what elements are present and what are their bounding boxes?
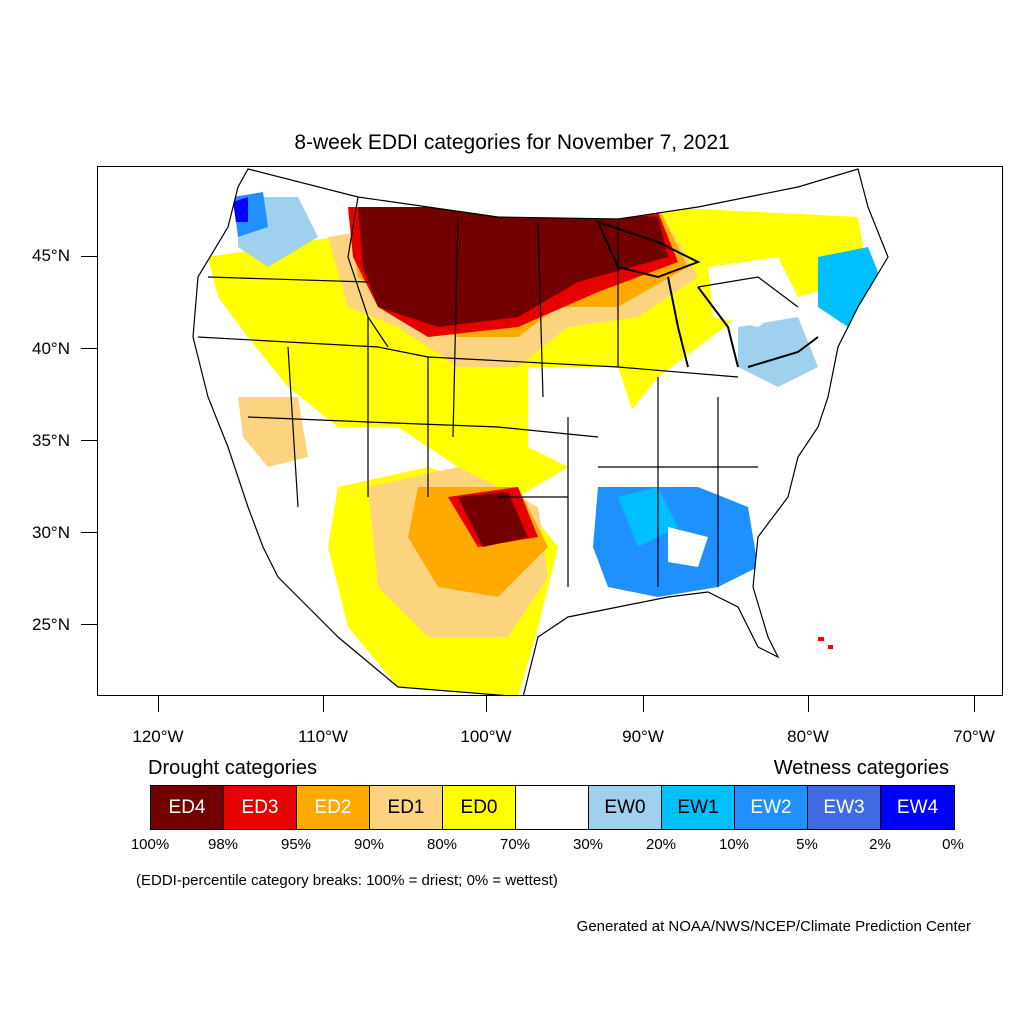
- tick: [81, 440, 97, 441]
- tick: [486, 696, 487, 712]
- legend-ed2: ED2: [297, 786, 370, 829]
- tick: [808, 696, 809, 712]
- lon-label-80: 80°W: [787, 727, 829, 746]
- tick: [81, 624, 97, 625]
- percentile-break-label: 100%: [130, 836, 170, 853]
- lon-label-100: 100°W: [460, 727, 512, 746]
- legend-ed4: ED4: [151, 786, 224, 829]
- lon-label-90: 90°W: [622, 727, 664, 746]
- percentile-break-label: 80%: [426, 836, 458, 853]
- legend-ew4: EW4: [881, 786, 954, 829]
- tick: [81, 256, 97, 257]
- tick: [974, 696, 975, 712]
- eddi-regions: [193, 169, 888, 695]
- percentile-break-label: 2%: [869, 836, 891, 853]
- legend-ed3: ED3: [224, 786, 297, 829]
- percentile-break-label: 30%: [572, 836, 604, 853]
- lon-label-70: 70°W: [953, 727, 995, 746]
- lat-label-45: 45°N: [32, 246, 70, 265]
- wetness-heading: Wetness categories: [773, 757, 949, 779]
- tick: [158, 696, 159, 712]
- tick: [323, 696, 324, 712]
- lon-label-110: 110°W: [298, 727, 348, 746]
- legend-ew2: EW2: [735, 786, 808, 829]
- percentile-break-label: 90%: [353, 836, 385, 853]
- legend-ew1: EW1: [662, 786, 735, 829]
- lat-label-30: 30°N: [32, 523, 70, 542]
- eddi-map: [97, 166, 1003, 696]
- lat-label-35: 35°N: [32, 431, 70, 450]
- map-canvas: [192, 168, 889, 695]
- percentile-break-label: 20%: [645, 836, 677, 853]
- lon-label-120: 120°W: [132, 727, 184, 746]
- legend-ew3: EW3: [808, 786, 881, 829]
- tick: [81, 532, 97, 533]
- legend-ed0: ED0: [443, 786, 516, 829]
- state-boundaries: [192, 168, 889, 695]
- bahamas-cuba: [818, 637, 833, 649]
- legend-neutral: [516, 786, 589, 829]
- legend-ed1: ED1: [370, 786, 443, 829]
- percentile-break-label: 5%: [796, 836, 818, 853]
- legend-ew0: EW0: [589, 786, 662, 829]
- percentile-break-label: 95%: [280, 836, 312, 853]
- legend-colorbar: ED4 ED3 ED2 ED1 ED0 EW0 EW1 EW2 EW3 EW4: [150, 785, 955, 830]
- lat-label-25: 25°N: [32, 615, 70, 634]
- percentile-break-label: 70%: [499, 836, 531, 853]
- lat-label-40: 40°N: [32, 339, 70, 358]
- tick: [81, 348, 97, 349]
- great-lakes: [596, 220, 819, 368]
- category-note: (EDDI-percentile category breaks: 100% =…: [136, 872, 558, 889]
- percentile-break-label: 98%: [207, 836, 239, 853]
- percentile-break-label: 10%: [718, 836, 750, 853]
- map-title: 8-week EDDI categories for November 7, 2…: [294, 131, 730, 154]
- credit-line: Generated at NOAA/NWS/NCEP/Climate Predi…: [576, 918, 971, 935]
- tick: [643, 696, 644, 712]
- drought-heading: Drought categories: [148, 757, 317, 779]
- percentile-break-label: 0%: [942, 836, 964, 853]
